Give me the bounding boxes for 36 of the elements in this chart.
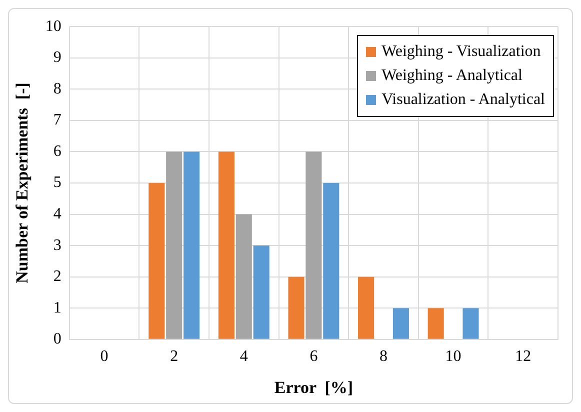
x-tick-label: 0 (100, 348, 108, 366)
y-tick-label: 9 (53, 49, 62, 66)
y-tick-label: 5 (53, 174, 62, 192)
y-tick-label: 0 (53, 330, 62, 348)
bar (462, 308, 479, 339)
y-tick-label: 6 (53, 142, 62, 160)
bar (358, 276, 374, 339)
x-tick-label: 2 (170, 348, 178, 366)
y-tick-label: 3 (53, 236, 62, 254)
x-tick-label: 8 (380, 348, 388, 366)
bar (218, 152, 234, 339)
bar (306, 152, 322, 339)
legend-label: Visualization - Analytical (382, 90, 545, 110)
bar (184, 152, 200, 339)
y-tick-label: 10 (45, 18, 62, 35)
x-tick-label: 10 (445, 348, 462, 366)
bar (236, 214, 252, 339)
y-axis-title: Number of Experiments [-] (12, 82, 32, 284)
y-tick-label: 8 (53, 80, 62, 98)
x-tick-label: 12 (515, 348, 532, 366)
bar (253, 246, 270, 339)
bar (428, 308, 444, 339)
legend-label: Weighing - Analytical (382, 66, 522, 86)
y-tick-label: 7 (53, 112, 62, 129)
bar (288, 276, 304, 339)
legend-label: Weighing - Visualization (382, 42, 541, 62)
x-tick-label: 4 (240, 348, 248, 366)
y-tick-label: 1 (53, 299, 62, 316)
x-axis-title: Error [%] (274, 378, 354, 398)
bar (323, 183, 340, 339)
bar (148, 183, 165, 339)
x-tick-label: 6 (310, 348, 318, 366)
bar (166, 152, 182, 339)
bar (392, 308, 409, 339)
y-tick-label: 2 (53, 268, 62, 286)
y-tick-label: 4 (53, 205, 62, 222)
